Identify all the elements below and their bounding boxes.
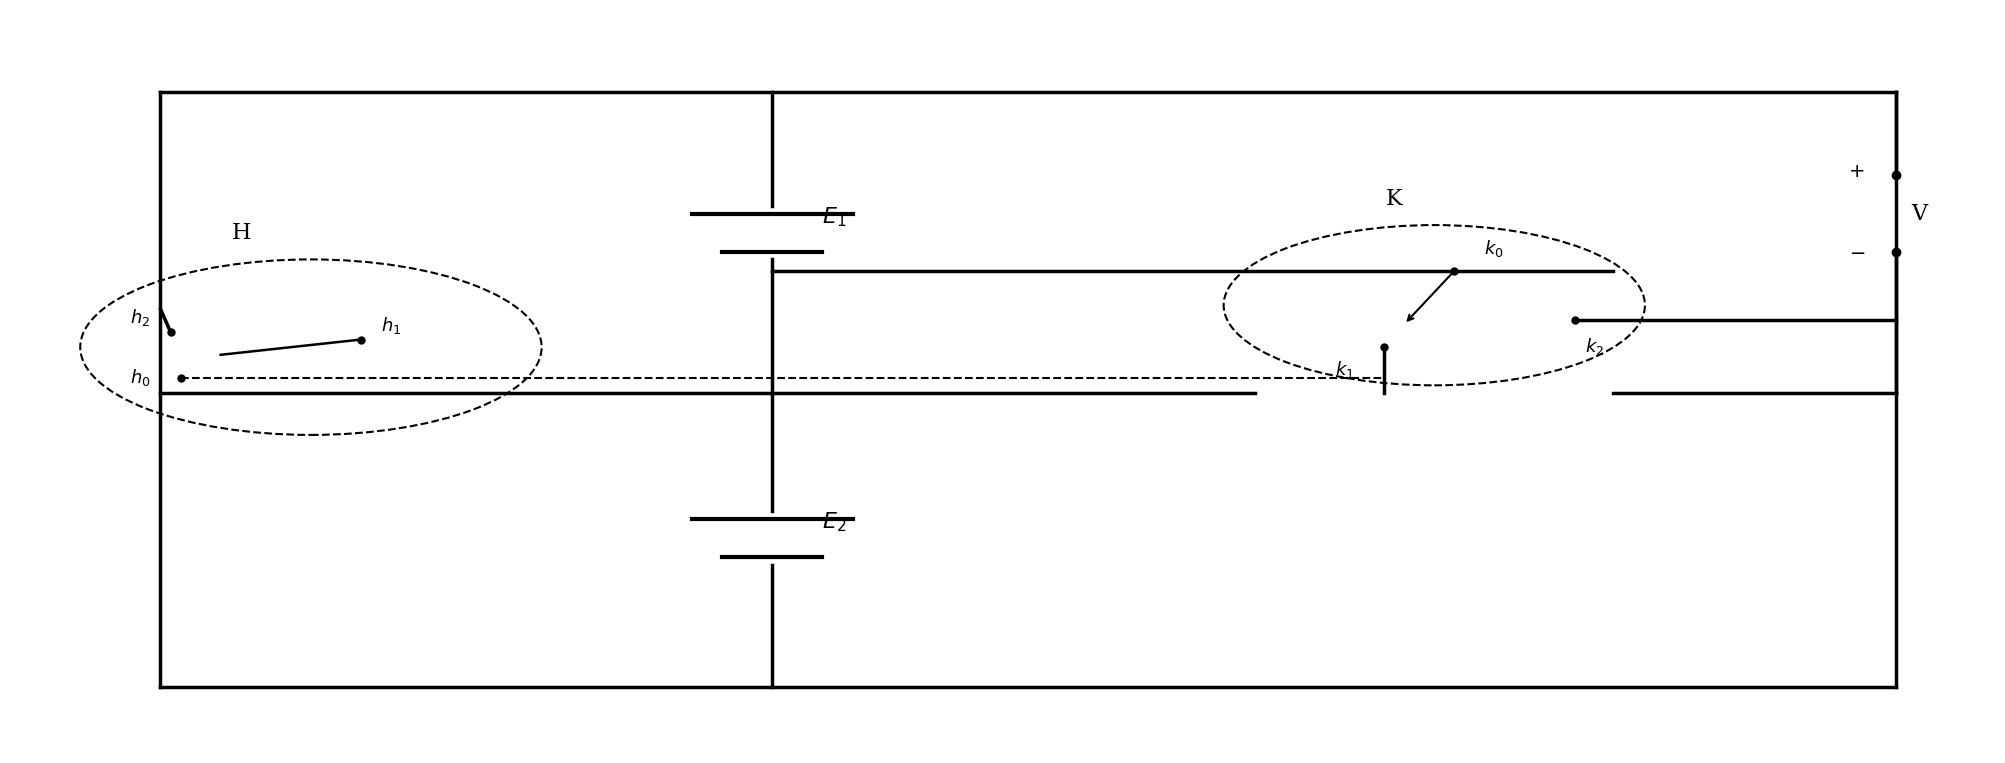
- Text: $k_1$: $k_1$: [1333, 359, 1353, 380]
- Text: V: V: [1911, 203, 1927, 224]
- Text: $h_0$: $h_0$: [130, 367, 150, 388]
- Text: $k_2$: $k_2$: [1584, 336, 1604, 357]
- Text: $h_2$: $h_2$: [130, 307, 150, 328]
- Text: $-$: $-$: [1849, 243, 1865, 261]
- Text: $k_0$: $k_0$: [1484, 238, 1504, 259]
- Text: $E_1$: $E_1$: [822, 206, 846, 229]
- Text: $E_2$: $E_2$: [822, 511, 846, 534]
- Text: K: K: [1385, 188, 1401, 210]
- Text: $h_1$: $h_1$: [381, 314, 401, 336]
- Text: H: H: [233, 222, 251, 244]
- Text: +: +: [1849, 163, 1865, 181]
